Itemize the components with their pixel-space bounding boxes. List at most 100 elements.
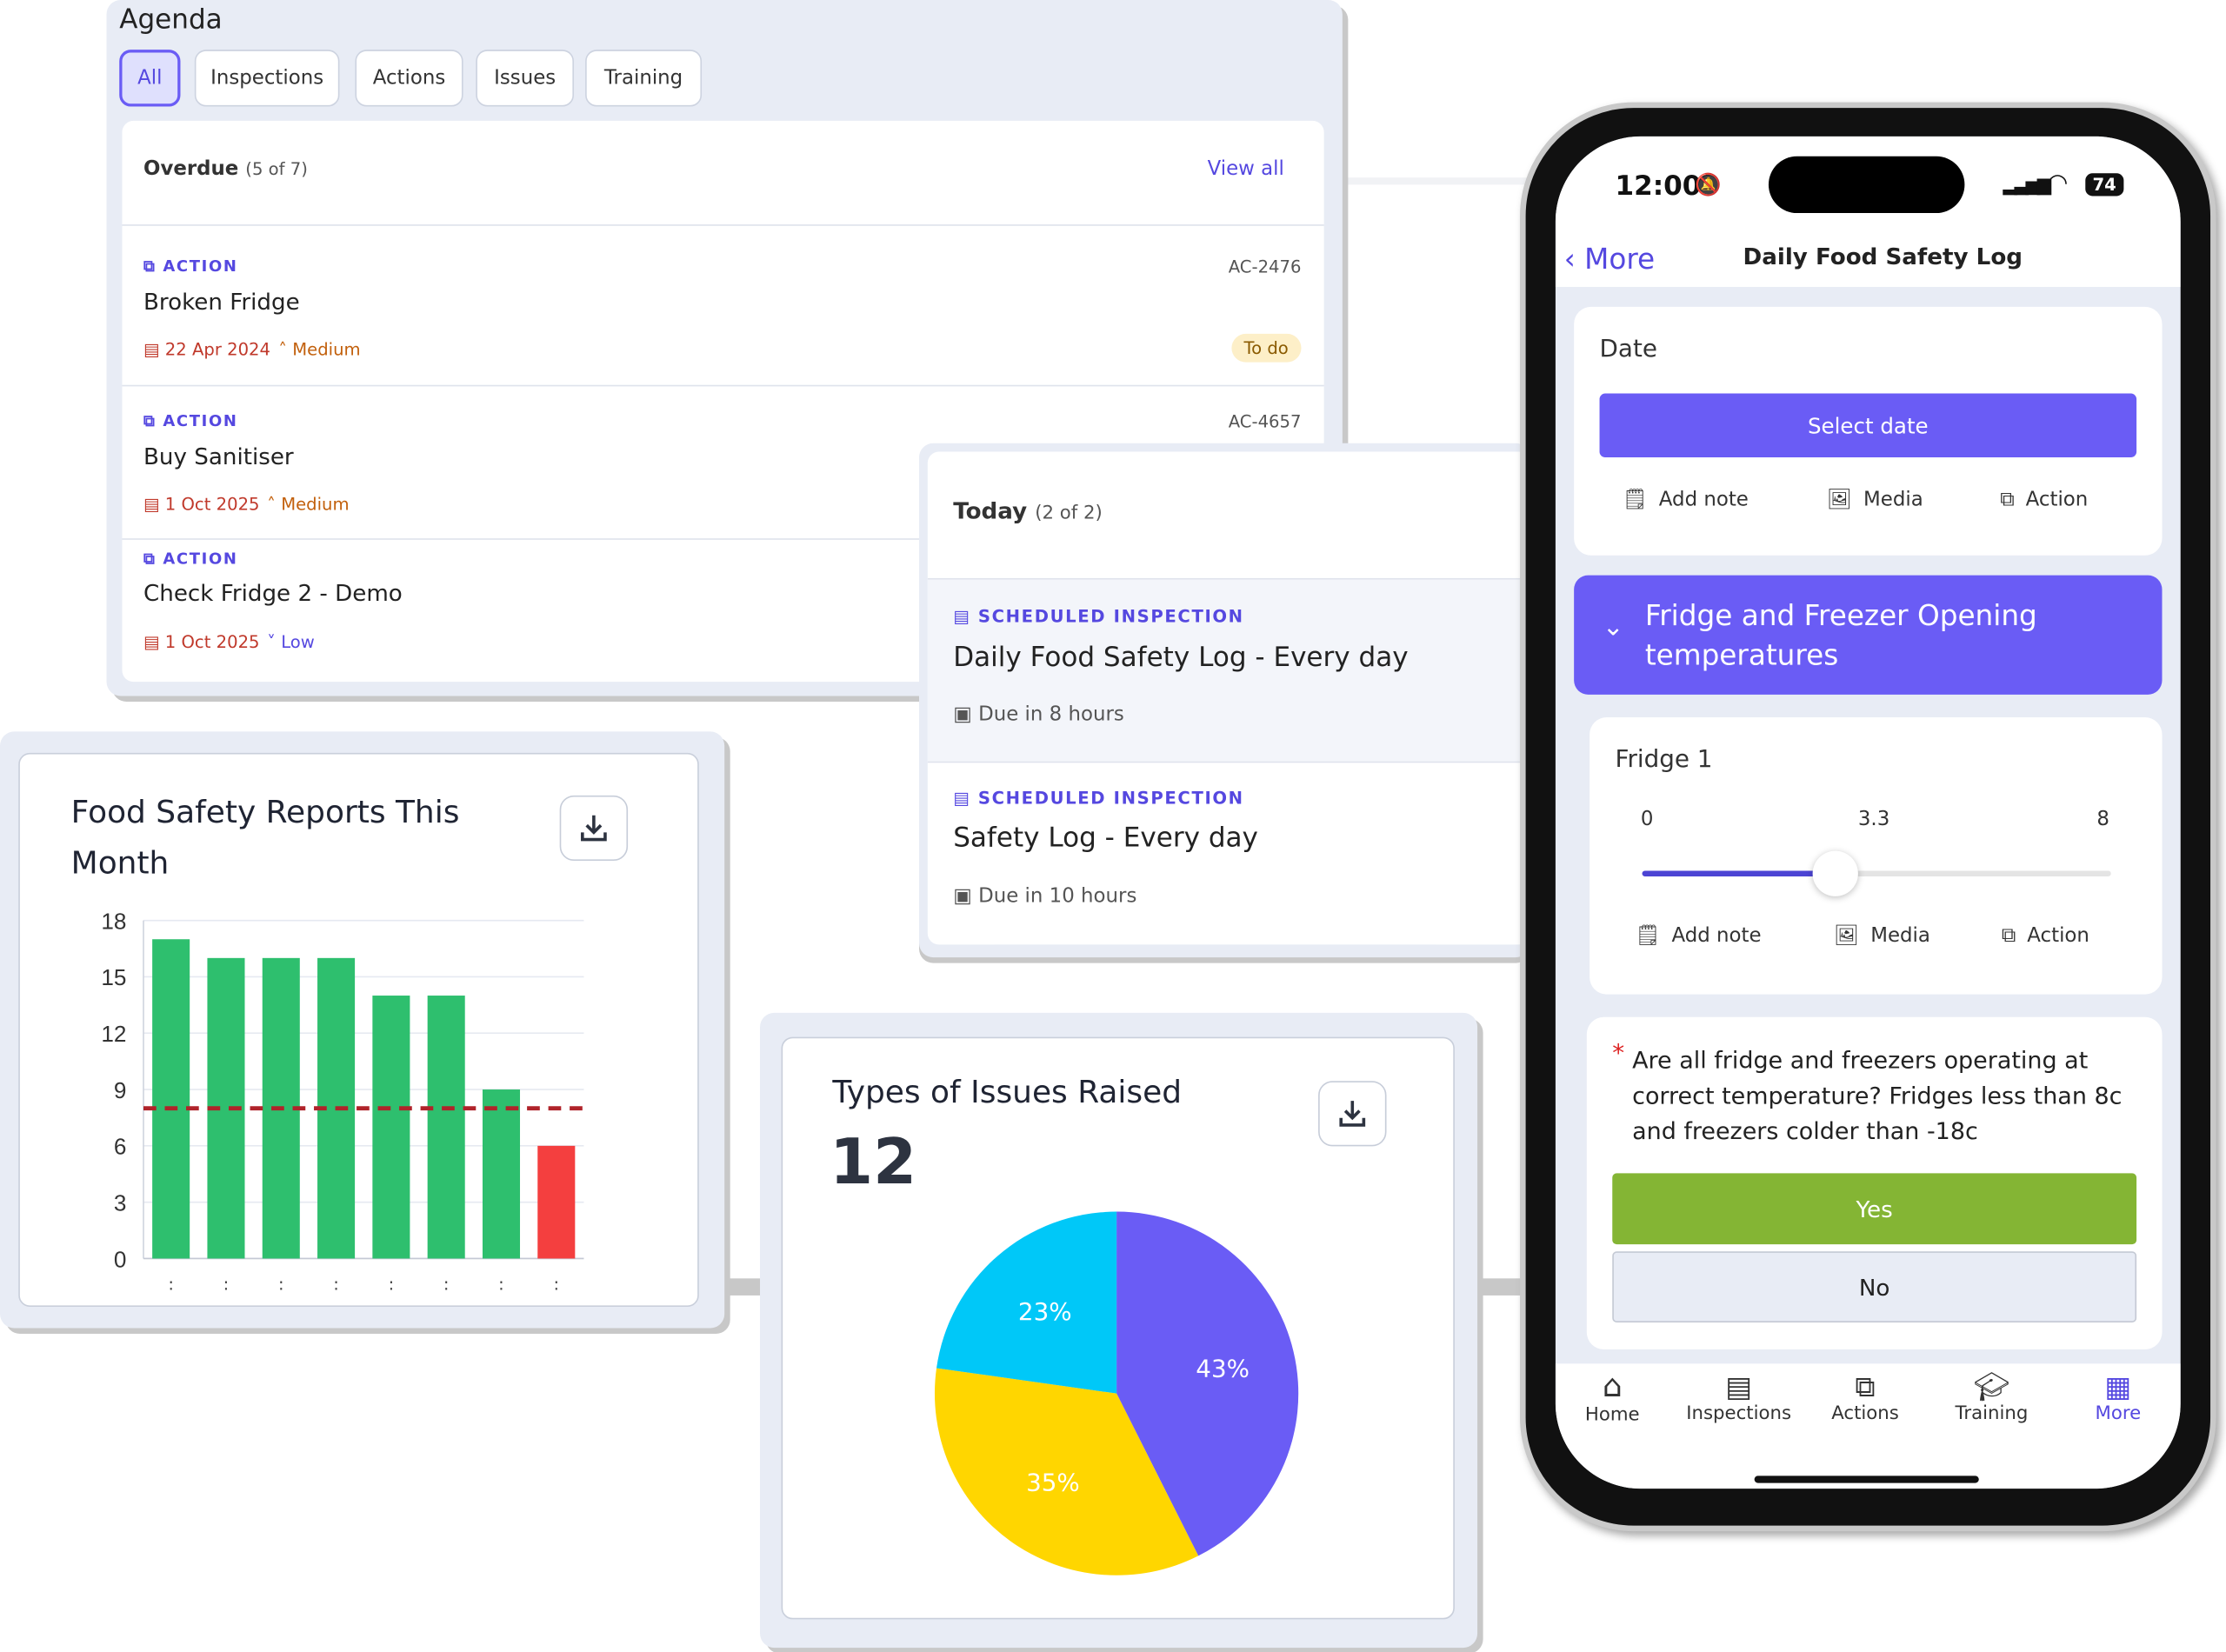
tab-actions[interactable]: Actions <box>355 50 463 107</box>
x-tick-label: : <box>553 1274 559 1294</box>
item-priority: ˄ Medium <box>278 339 361 360</box>
download-button[interactable] <box>1318 1081 1387 1147</box>
download-button[interactable] <box>559 795 629 862</box>
bar-chart-card: Food Safety Reports This Month 0 3 6 9 12 15 1… <box>18 752 699 1308</box>
chart-title: Types of Issues Raised <box>832 1075 1183 1111</box>
action-button[interactable]: ⧉ Action <box>2000 488 2089 512</box>
clipboard-icon: ▤ <box>953 788 971 809</box>
item-date: ▤ 1 Oct 2025 <box>143 631 260 652</box>
y-tick-label: 3 <box>114 1189 127 1216</box>
x-tick-label: : <box>278 1274 284 1294</box>
item-title: Check Fridge 2 - Demo <box>143 579 403 607</box>
bar <box>537 1145 576 1259</box>
clock-icon: ▣ <box>953 884 972 908</box>
bar <box>372 996 410 1259</box>
nav-training[interactable]: 🎓︎ Training <box>1935 1369 2049 1425</box>
today-panel: Today (2 of 2) ▤ SCHEDULED INSPECTION Da… <box>919 443 1530 958</box>
bar <box>482 1089 521 1259</box>
section-header[interactable]: ⌄ Fridge and Freezer Opening temperature… <box>1574 575 2163 695</box>
nav-more[interactable]: ▦ More <box>2061 1369 2175 1425</box>
bar-chart-panel: Food Safety Reports This Month 0 3 6 9 12 15 1… <box>0 731 725 1329</box>
action-icon: ⧉ <box>143 550 157 569</box>
image-icon: 🖼 <box>1826 488 1852 512</box>
x-tick-label: : <box>333 1274 339 1294</box>
action-kind: ⧉ ACTION <box>143 550 238 569</box>
slider-track[interactable] <box>1642 850 2111 896</box>
chart-title: Food Safety Reports This Month <box>70 795 460 883</box>
media-button[interactable]: 🖼 Media <box>1826 488 1923 512</box>
date-card: Date Select date 🗒 Add note 🖼 Media ⧉ Actio… <box>1574 306 2163 556</box>
battery-icon: 74 <box>2085 173 2123 197</box>
bar <box>427 996 465 1259</box>
slider-min: 0 <box>1640 808 1654 831</box>
add-note-button[interactable]: 🗒 Add note <box>1622 488 1749 512</box>
graduation-cap-icon: 🎓︎ <box>1973 1369 2010 1404</box>
add-note-button[interactable]: 🗒 Add note <box>1635 924 1762 948</box>
inspection-kind: ▤ SCHEDULED INSPECTION <box>953 788 1244 809</box>
tab-training[interactable]: Training <box>585 50 703 107</box>
item-title: Broken Fridge <box>143 288 300 316</box>
nav-actions[interactable]: ⧉ Actions <box>1809 1369 1923 1425</box>
item-date: ▤ 1 Oct 2025 <box>143 494 260 515</box>
fridge-label: Fridge 1 <box>1615 745 1713 775</box>
slider-value: 3.3 <box>1857 808 1890 831</box>
agenda-item[interactable]: ⧉ ACTION Check Fridge 2 - Demo ▤ 1 Oct 2… <box>122 540 1323 682</box>
no-button[interactable]: No <box>1612 1251 2137 1322</box>
agenda-item[interactable]: ⧉ ACTION AC-4657 Buy Sanitiser ▤ 1 Oct 2… <box>122 386 1323 538</box>
screen-title: Daily Food Safety Log <box>1743 243 2023 270</box>
status-time: 12:00 <box>1615 170 1702 202</box>
y-tick-label: 15 <box>101 964 126 990</box>
item-ref: AC-2476 <box>1228 256 1302 277</box>
tab-all[interactable]: All <box>119 50 181 107</box>
back-button[interactable]: ‹ More <box>1563 241 1656 276</box>
action-icon: ⧉ <box>143 411 157 431</box>
x-tick-label: : <box>443 1274 450 1294</box>
slice-label: 23% <box>1018 1297 1072 1326</box>
y-tick-label: 18 <box>101 908 126 934</box>
item-date: ▤ 22 Apr 2024 <box>143 339 271 360</box>
inspection-kind: ▤ SCHEDULED INSPECTION <box>953 606 1244 627</box>
nav-home[interactable]: ⌂ Home <box>1556 1369 1670 1426</box>
x-tick-label: : <box>168 1274 174 1294</box>
item-priority: ˅ Low <box>267 631 315 652</box>
tab-issues[interactable]: Issues <box>476 50 575 107</box>
dynamic-island <box>1768 156 1965 214</box>
today-item[interactable]: ▤ SCHEDULED INSPECTION Safety Log - Ever… <box>928 763 1530 944</box>
media-button[interactable]: 🖼 Media <box>1834 924 1930 948</box>
item-priority: ˄ Medium <box>267 494 350 515</box>
slider-thumb[interactable] <box>1812 850 1859 896</box>
bar <box>152 939 190 1259</box>
x-tick-label: : <box>223 1274 230 1294</box>
action-kind: ⧉ ACTION <box>143 411 238 431</box>
clock-icon: ▣ <box>953 703 972 726</box>
calendar-icon: ▤ <box>143 494 160 515</box>
chevron-up-icon: ˄ <box>267 494 276 515</box>
item-due: ▣ Due in 8 hours <box>953 703 1124 726</box>
pie-slice <box>1116 1211 1299 1556</box>
today-item[interactable]: ▤ SCHEDULED INSPECTION Daily Food Safety… <box>927 579 1530 762</box>
calendar-icon: ▤ <box>143 631 160 652</box>
view-all-link[interactable]: View all <box>1207 157 1284 181</box>
connector <box>1470 1278 1528 1296</box>
x-tick-label: : <box>498 1274 504 1294</box>
overdue-heading: Overdue (5 of 7) <box>143 157 308 181</box>
slider-max: 8 <box>2096 808 2109 831</box>
action-icon: ⧉ <box>2000 488 2015 512</box>
slice-label: 43% <box>1196 1354 1250 1382</box>
item-due: ▣ Due in 10 hours <box>953 884 1137 908</box>
yes-button[interactable]: Yes <box>1612 1173 2137 1245</box>
note-add-icon: 🗒 <box>1622 488 1648 512</box>
chevron-down-icon: ˅ <box>267 631 276 652</box>
action-button[interactable]: ⧉ Action <box>2001 924 2089 948</box>
item-ref: AC-4657 <box>1228 411 1302 432</box>
nav-inspections[interactable]: ▤ Inspections <box>1682 1369 1796 1425</box>
action-icon: ⧉ <box>1855 1369 1876 1404</box>
today-heading: Today (2 of 2) <box>953 496 1103 524</box>
select-date-button[interactable]: Select date <box>1599 393 2137 458</box>
tab-inspections[interactable]: Inspections <box>194 50 340 107</box>
bar-chart: 0 3 6 9 12 15 18:::::::: <box>101 908 584 1294</box>
agenda-item[interactable]: ⧉ ACTION AC-2476 Broken Fridge ▤ 22 Apr … <box>122 226 1323 385</box>
slider-fill <box>1642 870 1836 876</box>
connector <box>1335 177 1535 185</box>
fridge-card: Fridge 1 0 3.3 8 🗒 Add note 🖼 Media ⧉ Actio… <box>1590 717 2163 995</box>
